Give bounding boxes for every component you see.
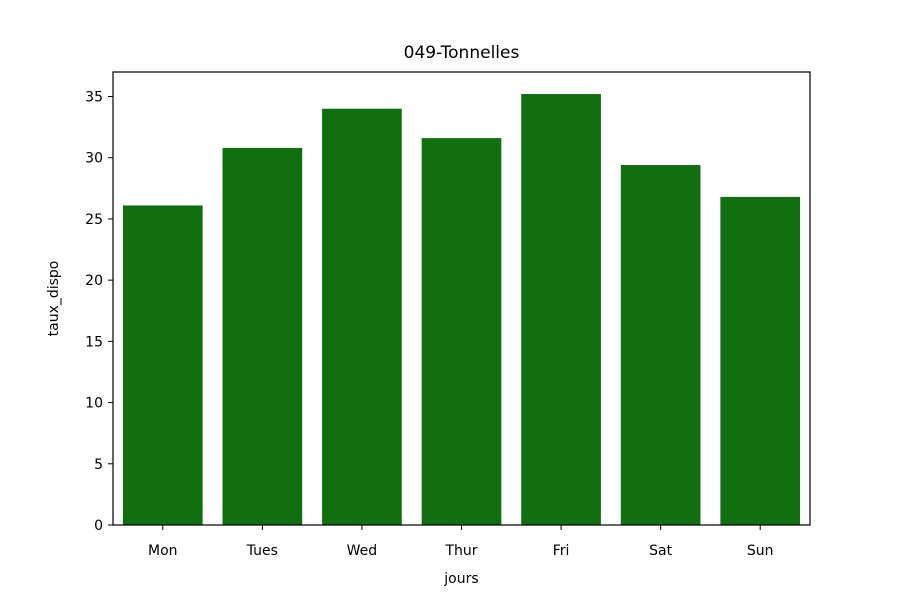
x-axis-ticks: Mon Tues Wed Thur Fri Sat Sun [148,525,774,559]
bar-sun [720,196,801,525]
x-tick-label: Tues [246,543,278,559]
bar-thur [421,138,502,526]
x-tick-label: Sat [649,543,672,559]
y-tick-label: 20 [85,273,103,289]
x-axis-label: jours [443,571,478,587]
y-tick-label: 5 [94,457,103,473]
x-tick-label: Wed [347,543,378,559]
chart-title: 049-Tonnelles [404,43,520,63]
bar-fri [521,94,601,525]
bar-sat [620,165,701,526]
y-tick-label: 0 [94,518,103,534]
x-tick-label: Sun [747,543,774,559]
y-tick-label: 10 [85,396,103,412]
y-axis-ticks: 0 5 10 15 20 25 30 35 [85,89,113,534]
plot-frame [112,71,811,526]
y-tick-label: 15 [85,334,103,350]
y-tick-label: 30 [85,151,103,167]
y-tick-label: 25 [85,212,103,228]
x-tick-label: Mon [148,543,178,559]
bars-layer [122,94,801,526]
y-tick-label: 35 [85,89,103,105]
x-tick-label: Thur [444,543,477,559]
x-tick-label: Fri [553,543,570,559]
bar-tues [222,147,303,525]
y-axis-label: taux_dispo [46,261,62,337]
bar-wed [322,108,402,525]
bar-mon [122,205,203,525]
